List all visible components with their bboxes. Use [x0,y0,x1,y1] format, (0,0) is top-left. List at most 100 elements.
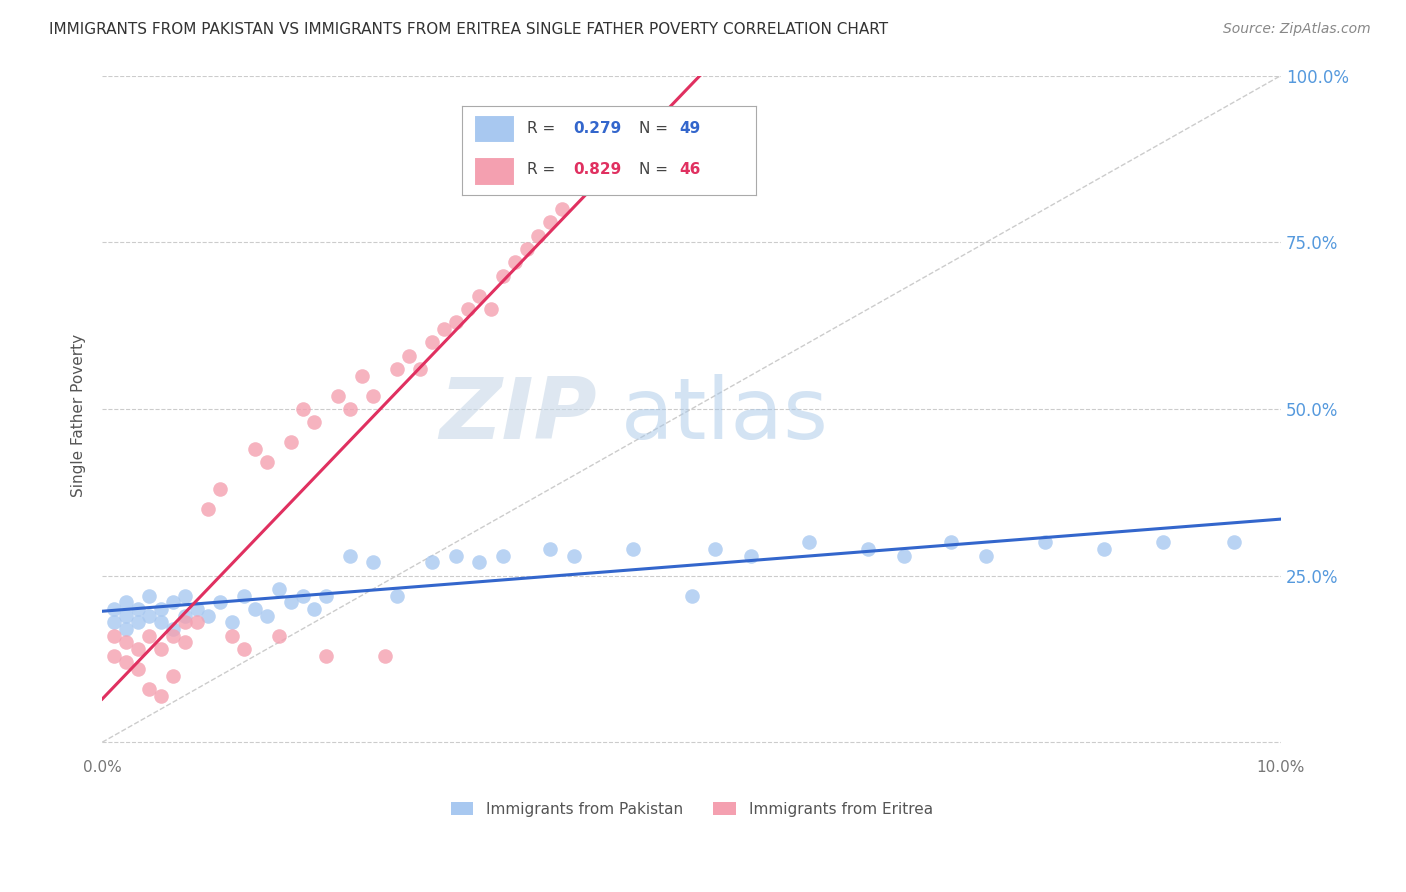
Point [291,589,314,603]
Point [114,635,136,649]
Point [1092,541,1115,556]
Point [1033,535,1056,549]
Point [621,541,644,556]
Point [939,535,962,549]
Point [562,549,585,563]
Y-axis label: Single Father Poverty: Single Father Poverty [72,334,86,497]
Point [444,315,467,329]
Point [538,215,561,229]
Point [150,641,173,656]
Point [363,555,385,569]
Point [1223,535,1246,549]
Point [315,648,337,663]
Point [127,662,149,676]
Point [538,541,561,556]
Point [267,582,290,596]
Point [974,549,997,563]
Point [162,622,184,636]
Point [150,615,173,630]
Point [468,288,491,302]
Point [197,501,219,516]
Point [457,301,479,316]
Point [492,549,515,563]
Point [186,615,208,630]
Point [103,629,125,643]
Point [363,388,385,402]
Point [103,615,125,630]
Point [127,602,149,616]
Point [245,442,267,456]
Point [232,589,254,603]
Point [221,629,243,643]
Point [398,349,420,363]
Point [162,595,184,609]
Point [527,228,550,243]
Point [173,589,195,603]
Point [173,608,195,623]
Point [420,555,443,569]
Point [114,622,136,636]
Point [468,555,491,569]
Point [893,549,915,563]
Point [280,435,302,450]
Point [339,549,361,563]
Point [103,602,125,616]
Point [385,362,408,376]
Point [209,482,232,496]
Point [138,629,160,643]
Point [114,655,136,669]
Point [433,322,456,336]
Point [799,535,821,549]
Point [221,615,243,630]
Point [385,589,408,603]
Point [138,608,160,623]
Point [1152,535,1174,549]
Point [858,541,880,556]
Point [350,368,373,383]
Legend: Immigrants from Pakistan, Immigrants from Eritrea: Immigrants from Pakistan, Immigrants fro… [444,796,939,822]
Point [162,629,184,643]
Point [374,648,396,663]
Point [551,202,574,216]
Point [114,595,136,609]
Point [444,549,467,563]
Point [291,401,314,416]
Text: ZIP: ZIP [440,374,598,457]
Point [162,668,184,682]
Point [127,615,149,630]
Point [339,401,361,416]
Point [516,242,538,256]
Point [127,641,149,656]
Point [138,681,160,696]
Point [173,635,195,649]
Point [114,608,136,623]
Point [420,335,443,350]
Text: Source: ZipAtlas.com: Source: ZipAtlas.com [1223,22,1371,37]
Text: atlas: atlas [621,374,830,457]
Point [479,301,502,316]
Point [150,602,173,616]
Point [245,602,267,616]
Point [186,602,208,616]
Point [409,362,432,376]
Point [232,641,254,656]
Text: IMMIGRANTS FROM PAKISTAN VS IMMIGRANTS FROM ERITREA SINGLE FATHER POVERTY CORREL: IMMIGRANTS FROM PAKISTAN VS IMMIGRANTS F… [49,22,889,37]
Point [256,455,278,469]
Point [173,615,195,630]
Point [492,268,515,283]
Point [326,388,349,402]
Point [740,549,762,563]
Point [503,255,526,269]
Point [197,608,219,623]
Point [103,648,125,663]
Point [681,589,703,603]
Point [267,629,290,643]
Point [209,595,232,609]
Point [315,589,337,603]
Point [304,415,326,429]
Point [704,541,727,556]
Point [280,595,302,609]
Point [256,608,278,623]
Point [150,689,173,703]
Point [138,589,160,603]
